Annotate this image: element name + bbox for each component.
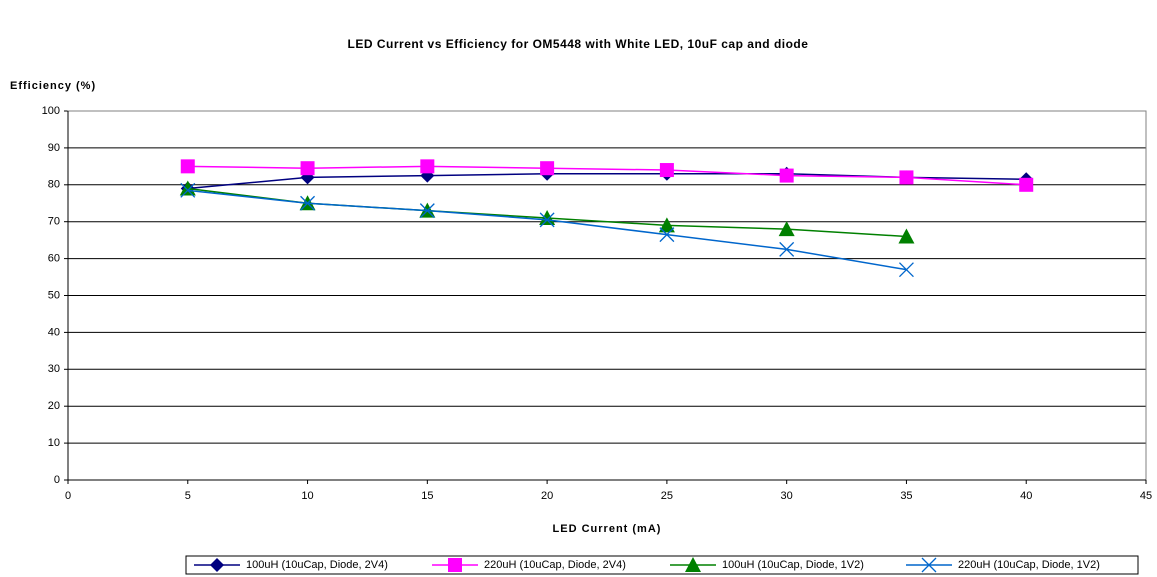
y-tick-label: 70 [48,216,60,228]
x-tick-label: 40 [1020,490,1032,502]
marker [658,217,675,233]
y-tick-label: 10 [48,437,60,449]
x-tick-label: 35 [900,490,912,502]
marker [779,168,794,183]
x-tick-label: 45 [1140,490,1152,502]
legend-marker [448,558,462,572]
marker [539,212,555,228]
y-axis-title: Efficiency (%) [10,80,96,92]
marker [659,163,674,178]
legend-marker [210,558,224,572]
x-tick-label: 0 [65,490,71,502]
marker [1019,177,1034,192]
legend-text: 220uH (10uCap, Diode, 2V4) [484,559,626,571]
x-tick-label: 10 [301,490,313,502]
legend-text: 220uH (10uCap, Diode, 1V2) [958,559,1100,571]
y-tick-label: 80 [48,179,60,191]
marker [898,228,915,244]
legend-marker [685,557,701,572]
marker [778,221,795,237]
marker [419,203,435,219]
y-tick-label: 100 [42,105,60,117]
y-tick-label: 20 [48,400,60,412]
x-tick-label: 20 [541,490,553,502]
y-tick-label: 90 [48,142,60,154]
y-tick-label: 40 [48,326,60,338]
y-tick-label: 50 [48,289,60,301]
marker [180,159,195,174]
chart-title: LED Current vs Efficiency for OM5448 wit… [348,37,809,51]
x-tick-label: 30 [781,490,793,502]
marker [300,195,316,211]
legend-box [185,555,1139,575]
x-tick-label: 15 [421,490,433,502]
marker [300,161,315,176]
marker [540,161,555,176]
marker [179,180,196,196]
legend-text: 100uH (10uCap, Diode, 1V2) [722,559,864,571]
legend-text: 100uH (10uCap, Diode, 2V4) [246,559,388,571]
legend-marker [921,557,937,573]
marker [420,159,435,174]
y-tick-label: 30 [48,363,60,375]
y-tick-label: 0 [54,474,60,486]
x-tick-label: 25 [661,490,673,502]
y-tick-label: 60 [48,253,60,265]
series-line [187,165,1027,186]
marker [659,227,675,243]
x-axis-title: LED Current (mA) [553,523,662,535]
marker [539,210,556,226]
x-tick-label: 5 [185,490,191,502]
marker [898,262,914,278]
marker [899,170,914,185]
marker [180,182,196,198]
marker [779,241,795,257]
